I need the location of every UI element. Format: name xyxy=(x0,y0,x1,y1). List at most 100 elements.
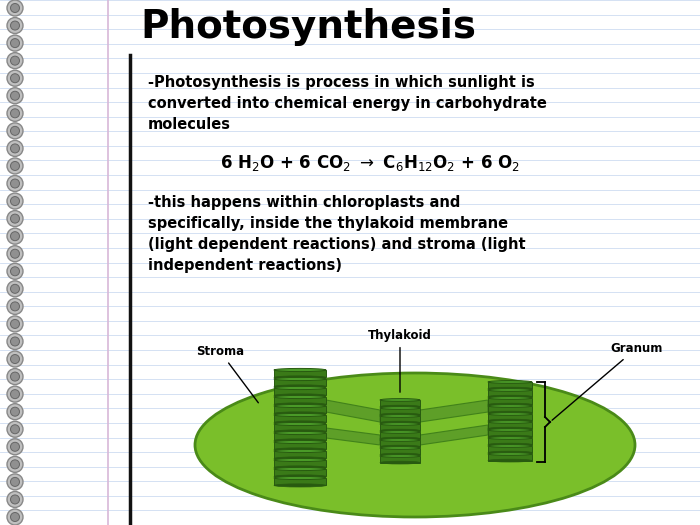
Ellipse shape xyxy=(274,466,326,469)
Polygon shape xyxy=(488,438,532,445)
Polygon shape xyxy=(326,428,380,445)
Circle shape xyxy=(7,421,23,437)
Polygon shape xyxy=(274,433,326,440)
Circle shape xyxy=(7,456,23,473)
Polygon shape xyxy=(488,390,532,396)
Polygon shape xyxy=(274,451,326,458)
Ellipse shape xyxy=(380,423,420,425)
Ellipse shape xyxy=(274,421,326,424)
Ellipse shape xyxy=(195,373,635,517)
Ellipse shape xyxy=(274,458,326,461)
Circle shape xyxy=(7,52,23,69)
Circle shape xyxy=(10,249,20,258)
Circle shape xyxy=(10,144,20,153)
Polygon shape xyxy=(274,370,326,377)
Ellipse shape xyxy=(380,453,420,456)
Text: Granum: Granum xyxy=(552,342,662,420)
Circle shape xyxy=(7,351,23,367)
Ellipse shape xyxy=(380,429,420,432)
Circle shape xyxy=(10,74,20,83)
Circle shape xyxy=(7,263,23,279)
Circle shape xyxy=(10,267,20,276)
Ellipse shape xyxy=(274,394,326,397)
Ellipse shape xyxy=(488,388,532,392)
Ellipse shape xyxy=(380,413,420,416)
Circle shape xyxy=(10,477,20,486)
Circle shape xyxy=(7,333,23,350)
Circle shape xyxy=(10,512,20,521)
Ellipse shape xyxy=(488,428,532,432)
Polygon shape xyxy=(380,424,420,430)
Circle shape xyxy=(7,70,23,86)
Circle shape xyxy=(10,179,20,188)
Ellipse shape xyxy=(380,421,420,424)
Polygon shape xyxy=(274,379,326,386)
Circle shape xyxy=(7,211,23,227)
Polygon shape xyxy=(274,424,326,432)
Polygon shape xyxy=(420,400,488,422)
Polygon shape xyxy=(380,416,420,423)
Circle shape xyxy=(10,285,20,293)
Ellipse shape xyxy=(488,419,532,422)
Circle shape xyxy=(7,316,23,332)
Ellipse shape xyxy=(274,439,326,442)
Ellipse shape xyxy=(488,451,532,454)
Circle shape xyxy=(7,17,23,34)
Circle shape xyxy=(7,439,23,455)
Circle shape xyxy=(10,425,20,434)
Circle shape xyxy=(7,491,23,508)
Circle shape xyxy=(10,21,20,30)
Circle shape xyxy=(7,369,23,385)
Circle shape xyxy=(10,302,20,311)
Polygon shape xyxy=(380,448,420,455)
Ellipse shape xyxy=(488,387,532,390)
Circle shape xyxy=(7,35,23,51)
Circle shape xyxy=(10,196,20,206)
Ellipse shape xyxy=(274,376,326,379)
Polygon shape xyxy=(380,400,420,406)
Ellipse shape xyxy=(488,435,532,438)
Text: Thylakoid: Thylakoid xyxy=(368,329,432,392)
Polygon shape xyxy=(380,408,420,415)
Polygon shape xyxy=(488,454,532,460)
Ellipse shape xyxy=(380,445,420,448)
Circle shape xyxy=(10,91,20,100)
Ellipse shape xyxy=(274,423,326,426)
Polygon shape xyxy=(274,388,326,395)
Circle shape xyxy=(10,442,20,452)
Ellipse shape xyxy=(488,413,532,415)
Polygon shape xyxy=(274,415,326,423)
Ellipse shape xyxy=(380,430,420,434)
Ellipse shape xyxy=(274,395,326,398)
Ellipse shape xyxy=(488,437,532,439)
Polygon shape xyxy=(488,406,532,413)
Text: 6 H$_2$O + 6 CO$_2$ $\rightarrow$ C$_6$H$_{12}$O$_2$ + 6 O$_2$: 6 H$_2$O + 6 CO$_2$ $\rightarrow$ C$_6$H… xyxy=(220,153,520,173)
Circle shape xyxy=(10,56,20,65)
Polygon shape xyxy=(488,398,532,405)
Circle shape xyxy=(10,354,20,363)
Circle shape xyxy=(10,337,20,346)
Ellipse shape xyxy=(488,421,532,423)
Ellipse shape xyxy=(488,381,532,383)
Ellipse shape xyxy=(274,449,326,453)
Circle shape xyxy=(7,298,23,314)
Circle shape xyxy=(7,474,23,490)
Circle shape xyxy=(7,123,23,139)
Circle shape xyxy=(10,495,20,504)
Circle shape xyxy=(7,386,23,402)
Ellipse shape xyxy=(274,475,326,478)
Polygon shape xyxy=(488,382,532,388)
Circle shape xyxy=(10,390,20,398)
Polygon shape xyxy=(274,406,326,413)
Text: Stroma: Stroma xyxy=(196,345,258,403)
Ellipse shape xyxy=(380,406,420,410)
Circle shape xyxy=(7,193,23,209)
Ellipse shape xyxy=(274,457,326,460)
Circle shape xyxy=(10,460,20,469)
Text: Photosynthesis: Photosynthesis xyxy=(140,8,476,46)
Ellipse shape xyxy=(380,438,420,442)
Text: -this happens within chloroplasts and
specifically, inside the thylakoid membran: -this happens within chloroplasts and sp… xyxy=(148,195,526,273)
Ellipse shape xyxy=(274,386,326,390)
Ellipse shape xyxy=(274,404,326,407)
Polygon shape xyxy=(326,400,380,422)
